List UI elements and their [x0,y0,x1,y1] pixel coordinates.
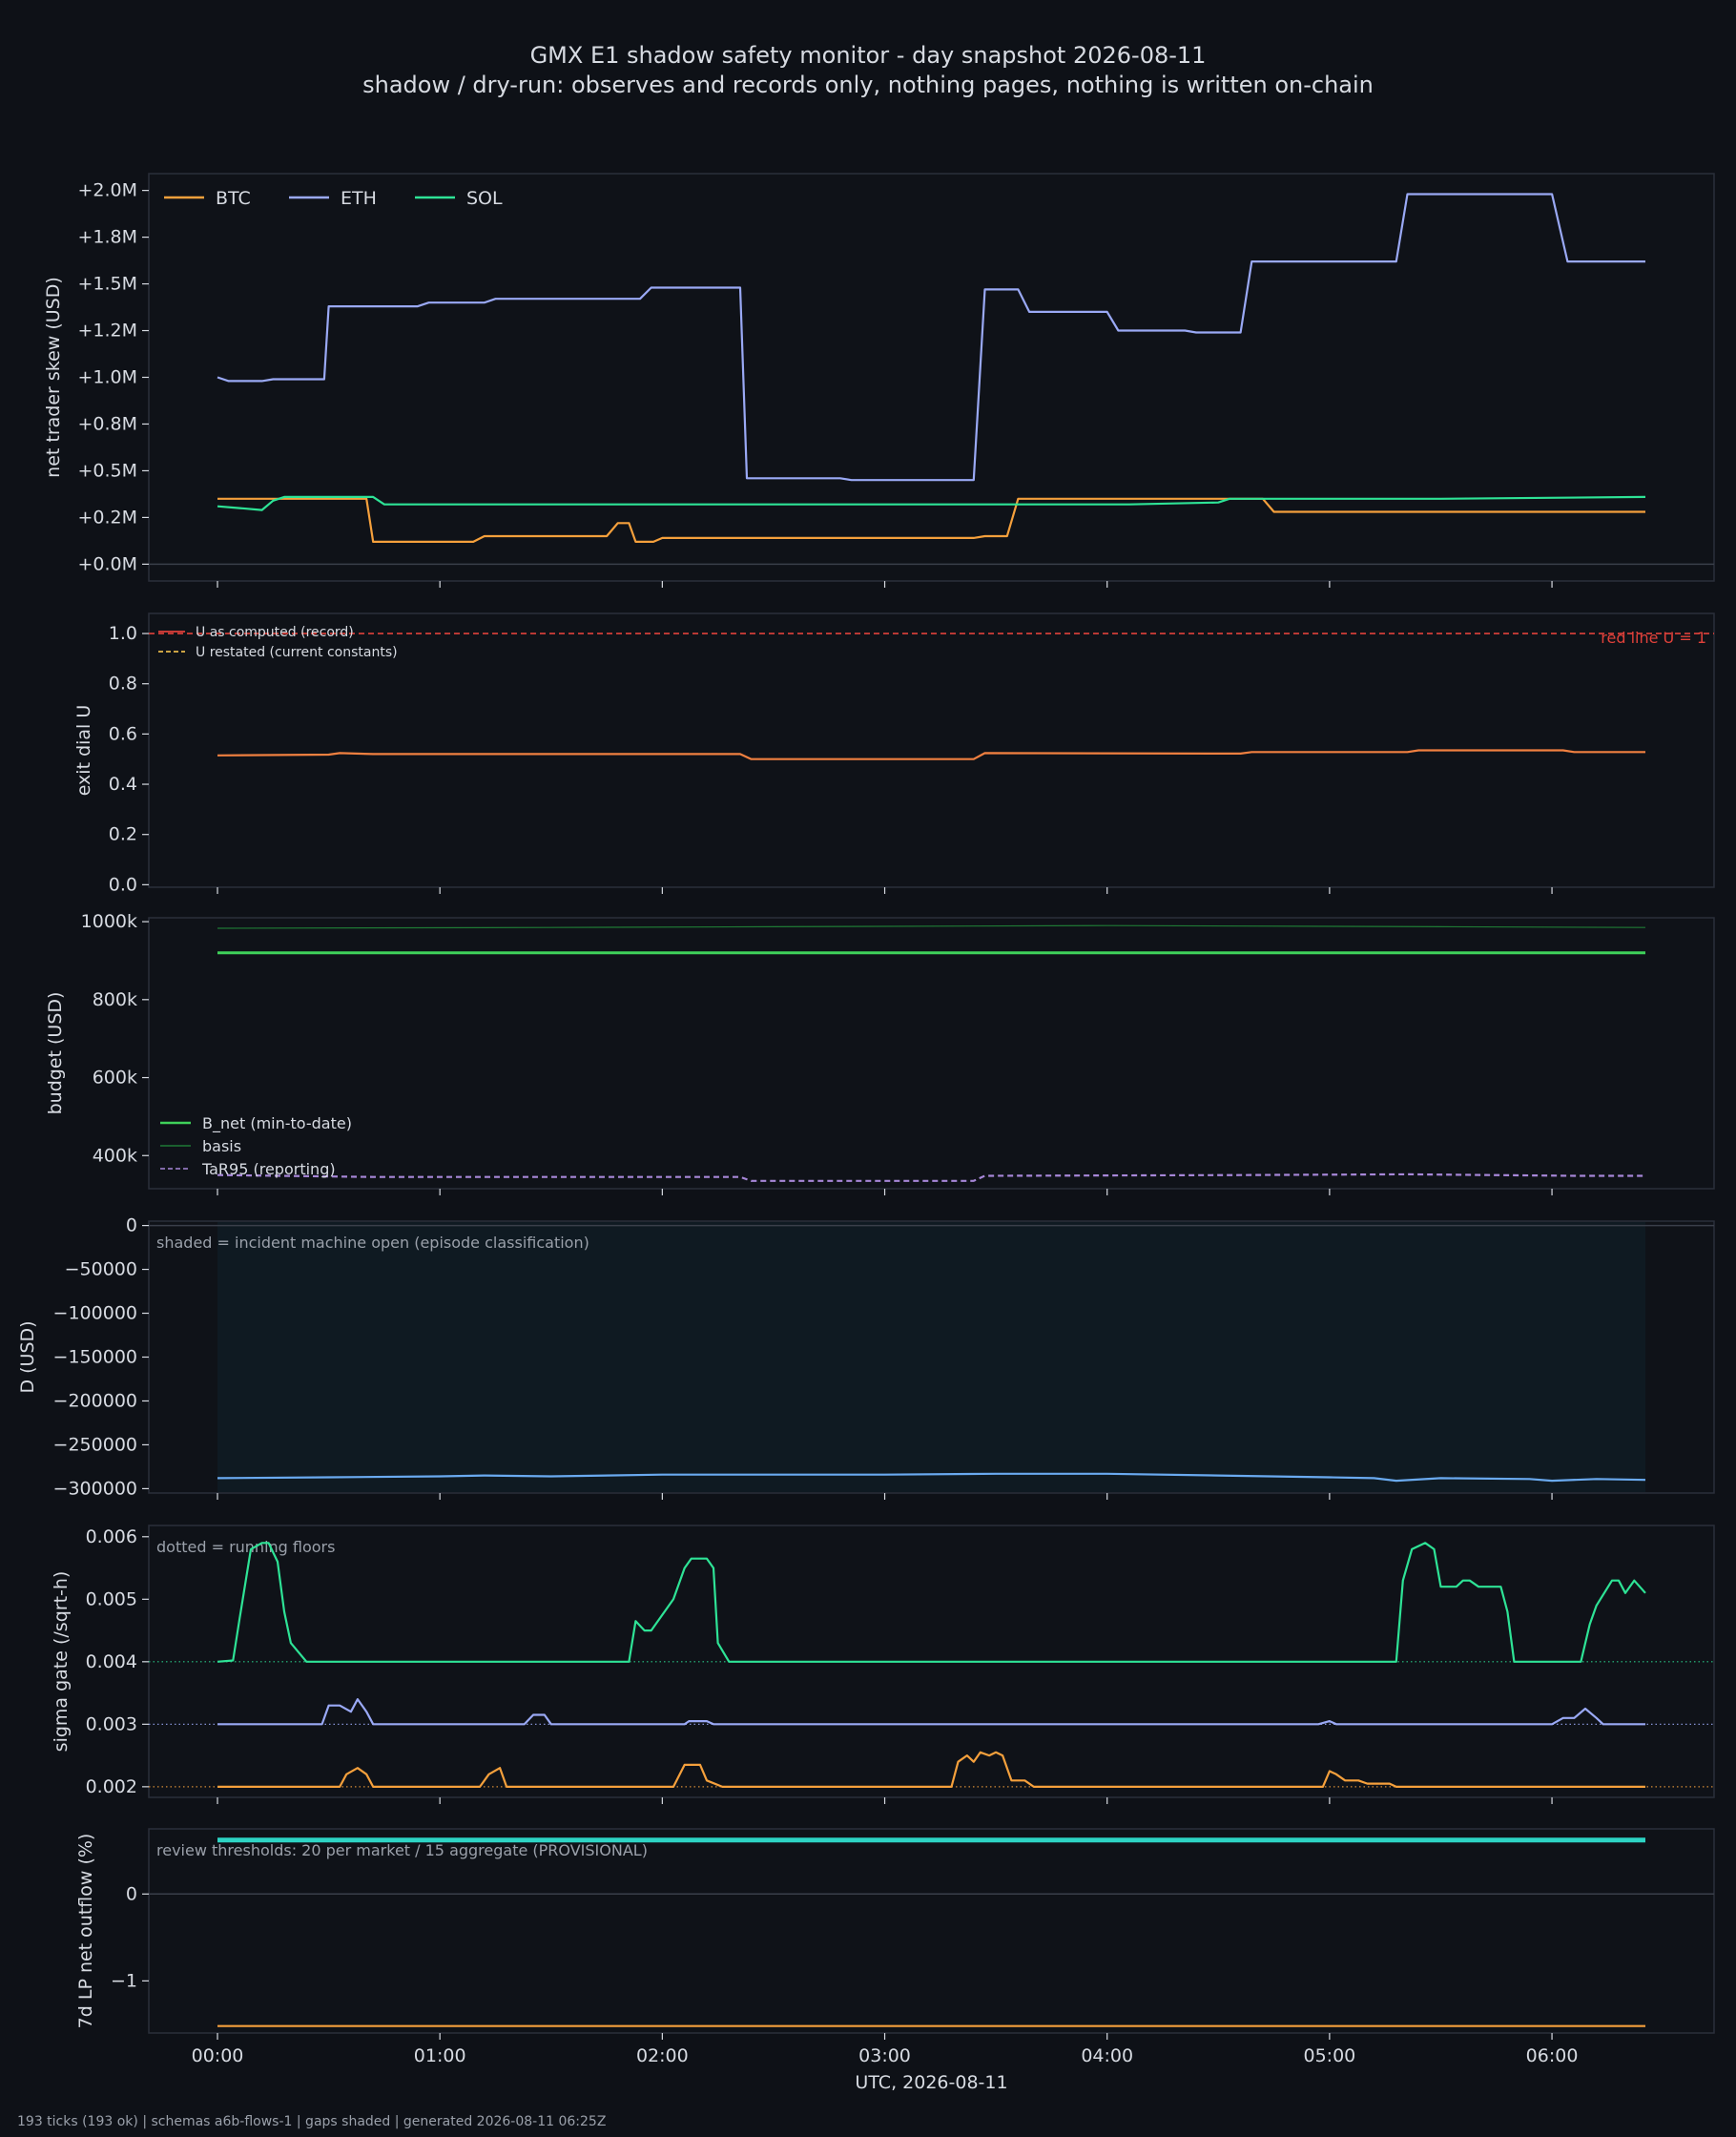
incident-shading [217,1222,1645,1492]
panel-annotation: dotted = running floors [156,1538,335,1556]
y-tick-label: 0.8 [109,674,137,695]
series-basis [217,924,1646,929]
y-tick-label: 0.4 [109,774,137,795]
panel-1: +0.0M +0.2M +0.5M +0.8M +1.0M +1.2M +1.5M +1.8M… [43,173,1715,588]
y-tick-label: +0.2M [77,507,137,528]
y-tick-label: 0.004 [86,1651,137,1672]
x-tick-label: 03:00 [858,2045,911,2066]
panel-6: −1 0 7d LP net outflow (%) review threshold… [75,1828,1715,2093]
panel-4: 0 −50000 −100000 −150000 −200000 −250000 −3000… [17,1215,1715,1500]
red-line-label: red line U = 1 [1601,629,1706,647]
legend-label: B_net (min-to-date) [202,1114,352,1133]
legend-label: ETH [341,188,377,209]
y-tick-label: −100000 [53,1303,137,1324]
series-sol [217,495,1646,511]
panel-annotation: shaded = incident machine open (episode … [156,1234,589,1252]
y-tick-label: +1.8M [77,227,137,248]
y-tick-label: −250000 [53,1434,137,1455]
series-u-as-computed-record- [217,749,1645,760]
footer-text: 193 ticks (193 ok) | schemas a6b-flows-1… [17,2114,606,2129]
y-tick-label: −150000 [53,1347,137,1368]
x-tick-label: 06:00 [1526,2045,1579,2066]
y-tick-label: 0 [126,1883,137,1904]
y-axis-label: 7d LP net outflow (%) [75,1834,96,2029]
y-axis-label: D (USD) [17,1320,38,1393]
y-axis-label: budget (USD) [45,992,66,1115]
y-tick-label: −1 [111,1970,137,1991]
y-tick-label: +0.8M [77,413,137,434]
panel-annotation: review thresholds: 20 per market / 15 ag… [156,1841,648,1859]
y-tick-label: 800k [93,989,137,1010]
series-eth [217,1698,1645,1726]
series-d [217,1472,1646,1483]
chart-subtitle: shadow / dry-run: observes and records o… [362,72,1374,98]
panel-frame [148,173,1715,582]
panel-3: 400k 600k 800k 1000k budget (USD) B_net (min-… [45,911,1715,1195]
x-tick-label: 04:00 [1081,2045,1133,2066]
y-tick-label: 600k [93,1068,137,1089]
y-tick-label: 0.6 [109,723,137,744]
legend-label: TaR95 (reporting) [201,1160,336,1178]
panels: +0.0M +0.2M +0.5M +0.8M +1.0M +1.2M +1.5M +1.8M… [17,173,1715,2093]
y-tick-label: +0.0M [77,553,137,574]
y-tick-label: +1.0M [77,367,137,388]
y-tick-label: +1.5M [77,274,137,295]
legend-label: U restated (current constants) [196,645,398,660]
series-sol [217,1542,1646,1663]
series-btc [217,1751,1645,1788]
series-btc [217,497,1645,543]
y-tick-label: 0 [126,1215,137,1236]
y-axis-label: sigma gate (/sqrt-h) [51,1571,72,1753]
panel-frame [148,1828,1715,2034]
legend-label: BTC [216,188,251,209]
y-axis-label: net trader skew (USD) [43,277,64,478]
y-tick-label: 1000k [81,911,137,932]
panel-5: 0.002 0.003 0.004 0.005 0.006 sigma gate (/sq… [51,1525,1715,1804]
y-tick-label: 0.003 [86,1713,137,1734]
chart-title: GMX E1 shadow safety monitor - day snaps… [530,42,1207,69]
panel-frame [148,917,1715,1190]
y-tick-label: 0.0 [109,874,137,895]
y-tick-label: 1.0 [109,623,137,644]
y-tick-label: 0.006 [86,1526,137,1547]
y-tick-label: 0.005 [86,1588,137,1609]
y-tick-label: −50000 [65,1259,137,1280]
y-tick-label: +0.5M [77,460,137,481]
y-axis-label: exit dial U [73,705,94,797]
y-tick-label: +1.2M [77,321,137,342]
x-tick-label: 02:00 [636,2045,689,2066]
y-tick-label: 0.002 [86,1776,137,1797]
y-tick-label: −300000 [53,1478,137,1499]
series-tar95-reporting- [217,1172,1645,1182]
x-tick-label: 00:00 [192,2045,244,2066]
x-tick-label: 01:00 [414,2045,466,2066]
x-tick-label: 05:00 [1304,2045,1356,2066]
series-eth [217,193,1645,482]
panel-2: 0.0 0.2 0.4 0.6 0.8 1.0 exit dial U red line U … [73,612,1715,895]
x-axis-label: UTC, 2026-08-11 [855,2072,1007,2093]
legend-label: SOL [466,188,503,209]
legend-label: U as computed (record) [196,625,354,640]
legend-label: basis [202,1137,241,1155]
y-tick-label: +2.0M [77,180,137,201]
y-tick-label: 0.2 [109,824,137,845]
y-tick-label: 400k [93,1145,137,1166]
y-tick-label: −200000 [53,1390,137,1411]
